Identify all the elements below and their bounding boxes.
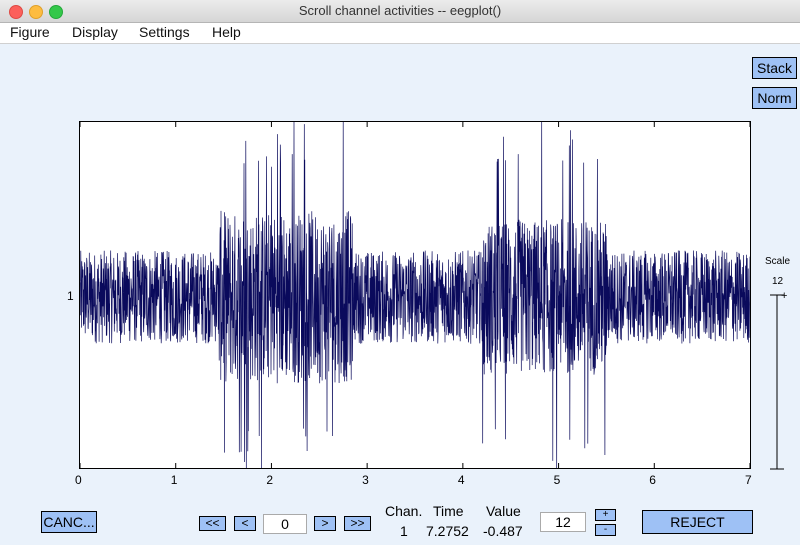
x-tick-label: 5: [553, 473, 561, 487]
maximize-window-button[interactable]: [49, 5, 63, 19]
close-window-button[interactable]: [9, 5, 23, 19]
x-tick-label: 3: [362, 473, 369, 487]
x-tick-label: 4: [457, 473, 465, 487]
menu-settings[interactable]: Settings: [139, 24, 190, 40]
norm-button[interactable]: Norm: [752, 87, 797, 109]
last-page-button[interactable]: >>: [344, 516, 371, 531]
x-tick-label: 0: [75, 473, 82, 487]
x-tick-marks: [80, 122, 750, 468]
eeg-plot-area[interactable]: [79, 121, 751, 469]
scale-value: 12: [772, 276, 784, 287]
position-input[interactable]: 0: [263, 514, 307, 534]
menu-display[interactable]: Display: [72, 24, 118, 40]
next-page-button[interactable]: >: [314, 516, 336, 531]
scale-increase-button[interactable]: +: [595, 509, 616, 521]
menu-help[interactable]: Help: [212, 24, 241, 40]
scale-decrease-button[interactable]: -: [595, 524, 616, 536]
scale-label: Scale: [765, 256, 791, 267]
x-tick-label: 1: [170, 473, 178, 487]
scale-input[interactable]: 12: [540, 512, 586, 532]
time-readout: 7.2752: [426, 523, 469, 539]
value-header: Value: [486, 503, 521, 519]
x-tick-label: 7: [745, 473, 752, 487]
first-page-button[interactable]: <<: [199, 516, 226, 531]
previous-page-button[interactable]: <: [234, 516, 256, 531]
window-title: Scroll channel activities -- eegplot(): [298, 3, 502, 18]
reject-button[interactable]: REJECT: [642, 510, 753, 534]
title-bar: Scroll channel activities -- eegplot(): [0, 0, 800, 23]
scale-plus-mark: +: [781, 290, 787, 302]
chan-header: Chan.: [385, 503, 423, 519]
menu-bar: Figure Display Settings Help: [0, 23, 800, 44]
minimize-window-button[interactable]: [29, 5, 43, 19]
stack-button[interactable]: Stack: [752, 57, 797, 79]
cancel-button[interactable]: CANC...: [41, 511, 97, 533]
scale-bar: +: [770, 290, 787, 470]
time-header: Time: [433, 503, 464, 519]
channel-label: 1: [67, 289, 74, 303]
value-readout: -0.487: [483, 523, 523, 539]
x-tick-label: 2: [266, 473, 274, 487]
channel-1-trace: [80, 122, 750, 468]
menu-figure[interactable]: Figure: [10, 24, 50, 40]
eeg-signal-chart: [80, 122, 750, 468]
x-tick-label: 6: [649, 473, 656, 487]
chan-readout: 1: [400, 523, 408, 539]
